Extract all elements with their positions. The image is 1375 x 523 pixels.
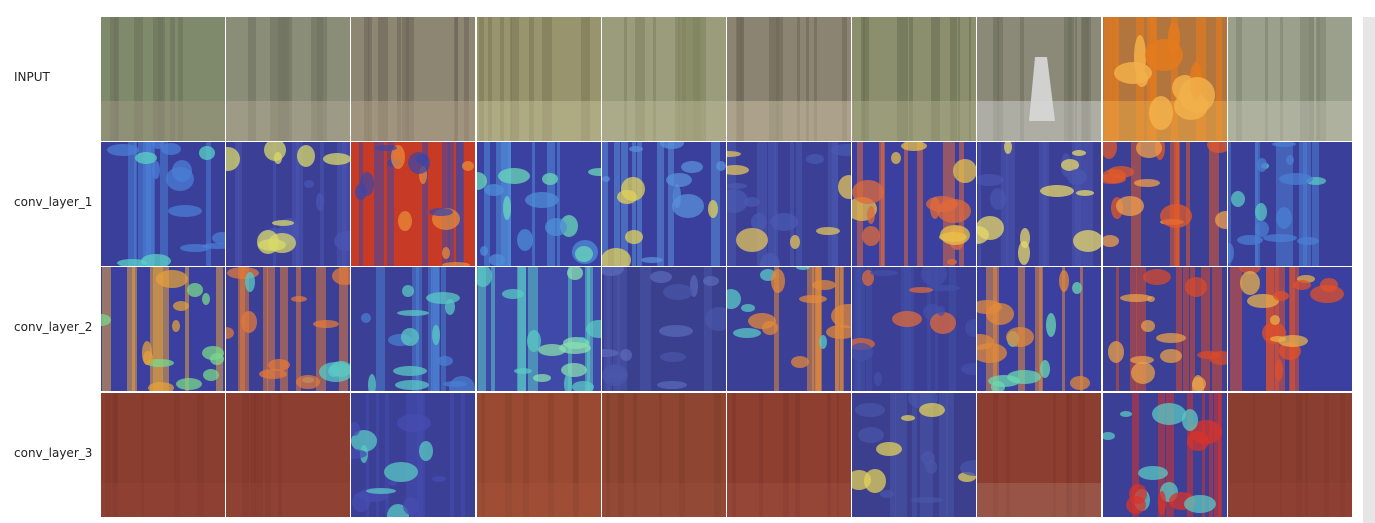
tile-input-6 bbox=[727, 17, 851, 141]
tile-conv2-1 bbox=[101, 267, 225, 391]
row-label-conv-layer-3: conv_layer_3 bbox=[14, 446, 93, 460]
tile-conv3-9 bbox=[1103, 393, 1227, 517]
tile-conv3-7 bbox=[852, 393, 976, 517]
tile-input-5 bbox=[602, 17, 726, 141]
tile-input-10 bbox=[1228, 17, 1352, 141]
tile-conv1-6 bbox=[727, 142, 851, 266]
tile-conv2-6 bbox=[727, 267, 851, 391]
tile-conv2-4 bbox=[477, 267, 601, 391]
tile-input-9 bbox=[1103, 17, 1227, 141]
row-label-conv-layer-2: conv_layer_2 bbox=[14, 320, 93, 334]
tile-conv3-5 bbox=[602, 393, 726, 517]
tile-conv1-10 bbox=[1228, 142, 1352, 266]
tile-conv1-5 bbox=[602, 142, 726, 266]
row-label-conv-layer-1: conv_layer_1 bbox=[14, 195, 93, 209]
tile-conv2-2 bbox=[226, 267, 350, 391]
tile-input-1 bbox=[101, 17, 225, 141]
row-label-input: INPUT bbox=[14, 70, 50, 84]
tile-conv1-7 bbox=[852, 142, 976, 266]
tile-input-2 bbox=[226, 17, 350, 141]
tile-conv2-10 bbox=[1228, 267, 1352, 391]
tile-conv1-8 bbox=[977, 142, 1101, 266]
tile-conv2-9 bbox=[1103, 267, 1227, 391]
tile-conv3-1 bbox=[101, 393, 225, 517]
tile-conv1-9 bbox=[1103, 142, 1227, 266]
right-edge-strip bbox=[1363, 17, 1375, 523]
tile-conv1-1 bbox=[101, 142, 225, 266]
tile-conv3-2 bbox=[226, 393, 350, 517]
tile-conv1-2 bbox=[226, 142, 350, 266]
tile-input-4 bbox=[477, 17, 601, 141]
tile-conv1-3 bbox=[351, 142, 475, 266]
tile-input-8 bbox=[977, 17, 1101, 141]
tile-conv1-4 bbox=[477, 142, 601, 266]
tile-conv2-5 bbox=[602, 267, 726, 391]
tile-conv2-8 bbox=[977, 267, 1101, 391]
tile-conv3-4 bbox=[477, 393, 601, 517]
tile-conv2-7 bbox=[852, 267, 976, 391]
tile-conv3-8 bbox=[977, 393, 1101, 517]
tile-input-3 bbox=[351, 17, 475, 141]
tile-conv3-3 bbox=[351, 393, 475, 517]
tile-input-7 bbox=[852, 17, 976, 141]
tile-conv3-10 bbox=[1228, 393, 1352, 517]
tile-conv3-6 bbox=[727, 393, 851, 517]
tile-conv2-3 bbox=[351, 267, 475, 391]
